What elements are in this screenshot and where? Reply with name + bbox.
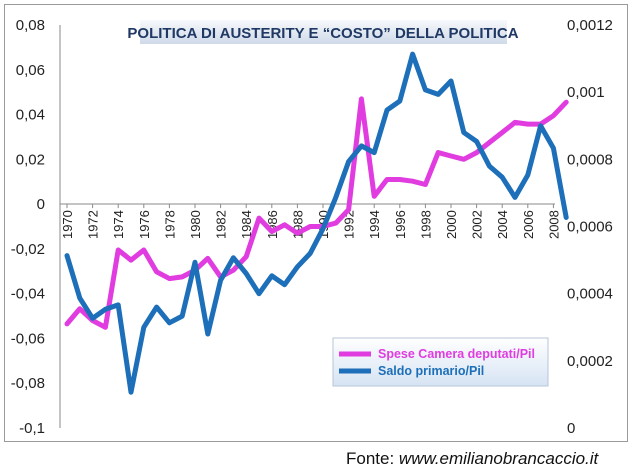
y-left-tick-label: 0,04 [16, 107, 45, 124]
legend-label-spese: Spese Camera deputati/Pil [378, 347, 535, 361]
x-tick-label: 1998 [418, 210, 433, 239]
y-left-tick-label: -0,1 [19, 420, 45, 437]
x-tick-label: 1992 [342, 210, 357, 239]
x-tick-label: 1996 [393, 210, 408, 239]
y-left-tick-label: 0,02 [16, 151, 45, 168]
y-right-tick-label: 0,0006 [567, 219, 613, 236]
series-line-spese [64, 96, 569, 330]
y-left-tick-label: -0,08 [11, 375, 45, 392]
series-layer [64, 51, 569, 395]
y-left-tick-label: 0,08 [16, 17, 45, 34]
x-tick-label: 2002 [470, 210, 485, 239]
y-left-tick-label: 0,06 [16, 62, 45, 79]
y-right-tick-label: 0,0004 [567, 286, 613, 303]
chart-title-box [140, 20, 507, 44]
x-tick-label: 1974 [111, 210, 126, 239]
y-left-tick-label: 0 [37, 196, 45, 213]
x-tick-label: 1982 [214, 210, 229, 239]
y-axis-right: 0,0012 0,001 0,0008 0,0006 0,0004 0,0002 0 [567, 17, 613, 437]
y-right-tick-label: 0,0012 [567, 17, 613, 34]
y-axis-left: 0,08 0,06 0,04 0,02 0 -0,02 -0,04 -0,06 -0,08 -0,… [11, 17, 45, 437]
x-tick-label: 2004 [495, 210, 510, 239]
y-left-tick-label: -0,04 [11, 286, 45, 303]
x-tick-label: 1970 [60, 210, 75, 239]
y-right-tick-label: 0,0002 [567, 353, 613, 370]
x-tick-label: 1978 [162, 210, 177, 239]
y-right-tick-label: 0,0008 [567, 151, 613, 168]
x-tick-label: 1972 [86, 210, 101, 239]
x-tick-label: 2000 [444, 210, 459, 239]
y-left-tick-label: -0,06 [11, 330, 45, 347]
x-tick-label: 2008 [546, 210, 561, 239]
x-tick-label: 1980 [188, 210, 203, 239]
x-tick-label: 1984 [239, 210, 254, 239]
x-tick-label: 2006 [521, 210, 536, 239]
x-tick-label: 1976 [137, 210, 152, 239]
y-right-tick-label: 0,001 [567, 84, 605, 101]
y-right-tick-label: 0 [567, 420, 575, 437]
source-site: www.emilianobrancaccio.it [398, 449, 599, 468]
x-axis: 1970 1972 1974 1976 1978 1980 1982 1984 1986 1988… [60, 204, 561, 239]
source-credit: Fonte: www.emilianobrancaccio.it [346, 449, 598, 469]
y-left-tick-label: -0,02 [11, 241, 45, 258]
series-line-saldo [64, 51, 569, 395]
x-tick-label: 1994 [367, 210, 382, 239]
legend: Spese Camera deputati/Pil Saldo primario… [332, 337, 549, 387]
legend-box [332, 337, 549, 387]
source-label: Fonte: [346, 449, 399, 468]
chart-title: POLITICA DI AUSTERITY E “COSTO” DELLA PO… [127, 25, 518, 42]
legend-label-saldo: Saldo primario/Pil [378, 364, 484, 378]
